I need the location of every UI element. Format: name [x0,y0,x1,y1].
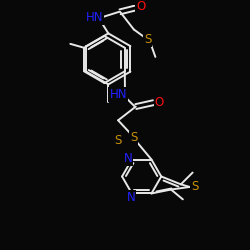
Text: O: O [136,0,145,14]
Text: N: N [124,152,132,165]
Text: N: N [126,191,135,204]
Text: S: S [144,33,151,46]
Text: O: O [155,96,164,109]
Text: S: S [130,132,138,144]
Text: S: S [191,180,198,194]
Text: HN: HN [86,11,103,24]
Text: S: S [114,134,122,147]
Text: HN: HN [110,88,127,101]
